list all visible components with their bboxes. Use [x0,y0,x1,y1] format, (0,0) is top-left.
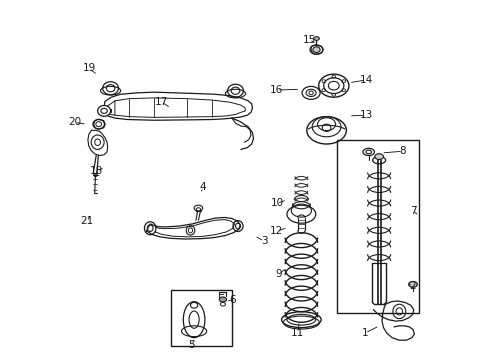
Text: 12: 12 [270,226,283,236]
Text: 9: 9 [275,269,282,279]
Ellipse shape [312,47,320,53]
Text: 3: 3 [261,236,267,246]
Ellipse shape [219,297,226,302]
Text: 19: 19 [82,63,96,73]
Bar [337,140,418,313]
Text: 17: 17 [154,96,167,107]
Text: 10: 10 [270,198,283,208]
Bar [170,290,231,346]
Ellipse shape [408,282,416,287]
Text: 11: 11 [290,328,304,338]
Ellipse shape [98,105,110,116]
Text: 21: 21 [80,216,93,226]
Text: 7: 7 [409,206,415,216]
Text: 6: 6 [229,294,236,305]
Text: 2: 2 [409,281,415,291]
Text: 13: 13 [359,110,372,120]
Text: 5: 5 [187,340,194,350]
Text: 14: 14 [359,75,372,85]
Text: 18: 18 [90,166,103,176]
Text: 8: 8 [399,146,406,156]
Ellipse shape [374,154,383,159]
Ellipse shape [313,37,319,40]
Text: 16: 16 [270,85,283,95]
Text: 15: 15 [302,35,315,45]
Text: 4: 4 [200,182,206,192]
Text: 1: 1 [361,328,367,338]
Text: 20: 20 [68,117,81,127]
